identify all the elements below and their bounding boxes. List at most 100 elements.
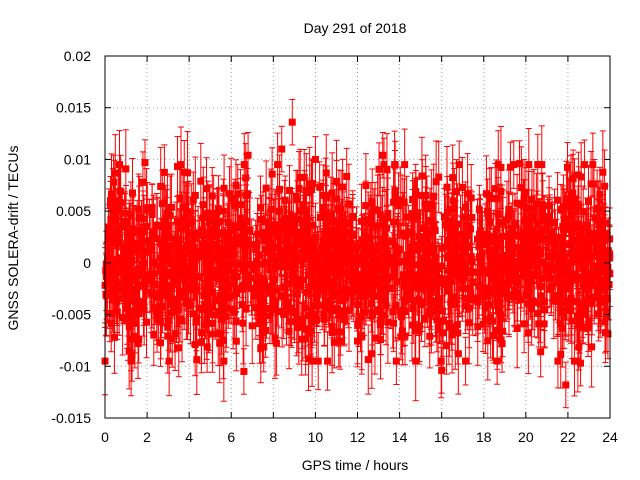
data-point — [398, 327, 406, 335]
data-point — [261, 277, 269, 285]
data-point — [109, 260, 117, 268]
data-point — [577, 252, 585, 260]
data-point — [383, 165, 391, 173]
data-point — [317, 262, 325, 270]
data-point — [278, 292, 286, 300]
data-point — [187, 249, 195, 257]
data-point — [587, 180, 595, 188]
data-point — [111, 169, 119, 177]
data-point — [274, 308, 282, 316]
data-point — [295, 184, 303, 192]
data-point — [215, 308, 223, 316]
data-point — [447, 298, 455, 306]
data-point — [341, 245, 349, 253]
data-point — [435, 173, 443, 181]
data-point — [484, 337, 492, 345]
data-point — [330, 338, 338, 346]
data-point — [293, 315, 301, 323]
data-point — [291, 309, 299, 317]
data-point — [552, 292, 560, 300]
data-point — [122, 209, 130, 217]
data-point — [316, 214, 324, 222]
data-point — [588, 343, 596, 351]
data-point — [105, 229, 113, 237]
data-point — [163, 209, 171, 217]
data-point — [362, 202, 370, 210]
data-point — [110, 178, 118, 186]
data-point — [129, 189, 137, 197]
data-point — [197, 338, 205, 346]
data-point — [407, 249, 415, 257]
data-point — [415, 233, 423, 241]
data-point — [375, 165, 383, 173]
data-point — [464, 285, 472, 293]
data-point — [513, 199, 521, 207]
data-point — [432, 178, 440, 186]
data-point — [603, 294, 611, 302]
data-point — [585, 317, 593, 325]
data-point — [340, 217, 348, 225]
data-point — [125, 323, 133, 331]
data-point — [174, 306, 182, 314]
data-point — [270, 255, 278, 263]
data-point — [233, 233, 241, 241]
data-point — [133, 297, 141, 305]
data-point — [570, 199, 578, 207]
data-point — [176, 194, 184, 202]
data-point — [337, 205, 345, 213]
data-point — [343, 172, 351, 180]
data-point — [300, 173, 308, 181]
data-point — [166, 268, 174, 276]
data-point — [337, 239, 345, 247]
data-point — [419, 263, 427, 271]
data-point — [271, 334, 279, 342]
data-point — [292, 192, 300, 200]
data-point — [537, 348, 545, 356]
data-point — [449, 230, 457, 238]
data-point — [242, 305, 250, 313]
data-point — [422, 200, 430, 208]
data-point — [127, 268, 135, 276]
data-point — [177, 161, 185, 169]
data-point — [511, 243, 519, 251]
data-point — [389, 308, 397, 316]
data-point — [497, 187, 505, 195]
data-point — [550, 219, 558, 227]
data-point — [380, 161, 388, 169]
data-point — [248, 284, 256, 292]
data-point — [401, 297, 409, 305]
data-point — [158, 200, 166, 208]
data-point — [397, 258, 405, 266]
data-point — [153, 222, 161, 230]
data-point — [203, 185, 211, 193]
data-point — [357, 217, 365, 225]
data-point — [559, 246, 567, 254]
data-point — [165, 357, 173, 365]
data-point — [376, 211, 384, 219]
data-point — [370, 223, 378, 231]
data-point — [528, 255, 536, 263]
data-point — [281, 237, 289, 245]
data-point — [416, 239, 424, 247]
data-point — [128, 351, 136, 359]
data-point — [458, 183, 466, 191]
data-point — [564, 163, 572, 171]
data-point — [284, 280, 292, 288]
data-point — [257, 216, 265, 224]
data-point — [153, 235, 161, 243]
data-point — [179, 203, 187, 211]
data-point — [384, 318, 392, 326]
data-point — [536, 229, 544, 237]
data-point — [307, 307, 315, 315]
data-point — [408, 321, 416, 329]
data-point — [320, 237, 328, 245]
data-point — [392, 357, 400, 365]
data-point — [540, 298, 548, 306]
data-point — [534, 263, 542, 271]
data-point — [160, 168, 168, 176]
data-point — [356, 312, 364, 320]
data-point — [287, 305, 295, 313]
data-point — [143, 223, 151, 231]
data-point — [528, 305, 536, 313]
